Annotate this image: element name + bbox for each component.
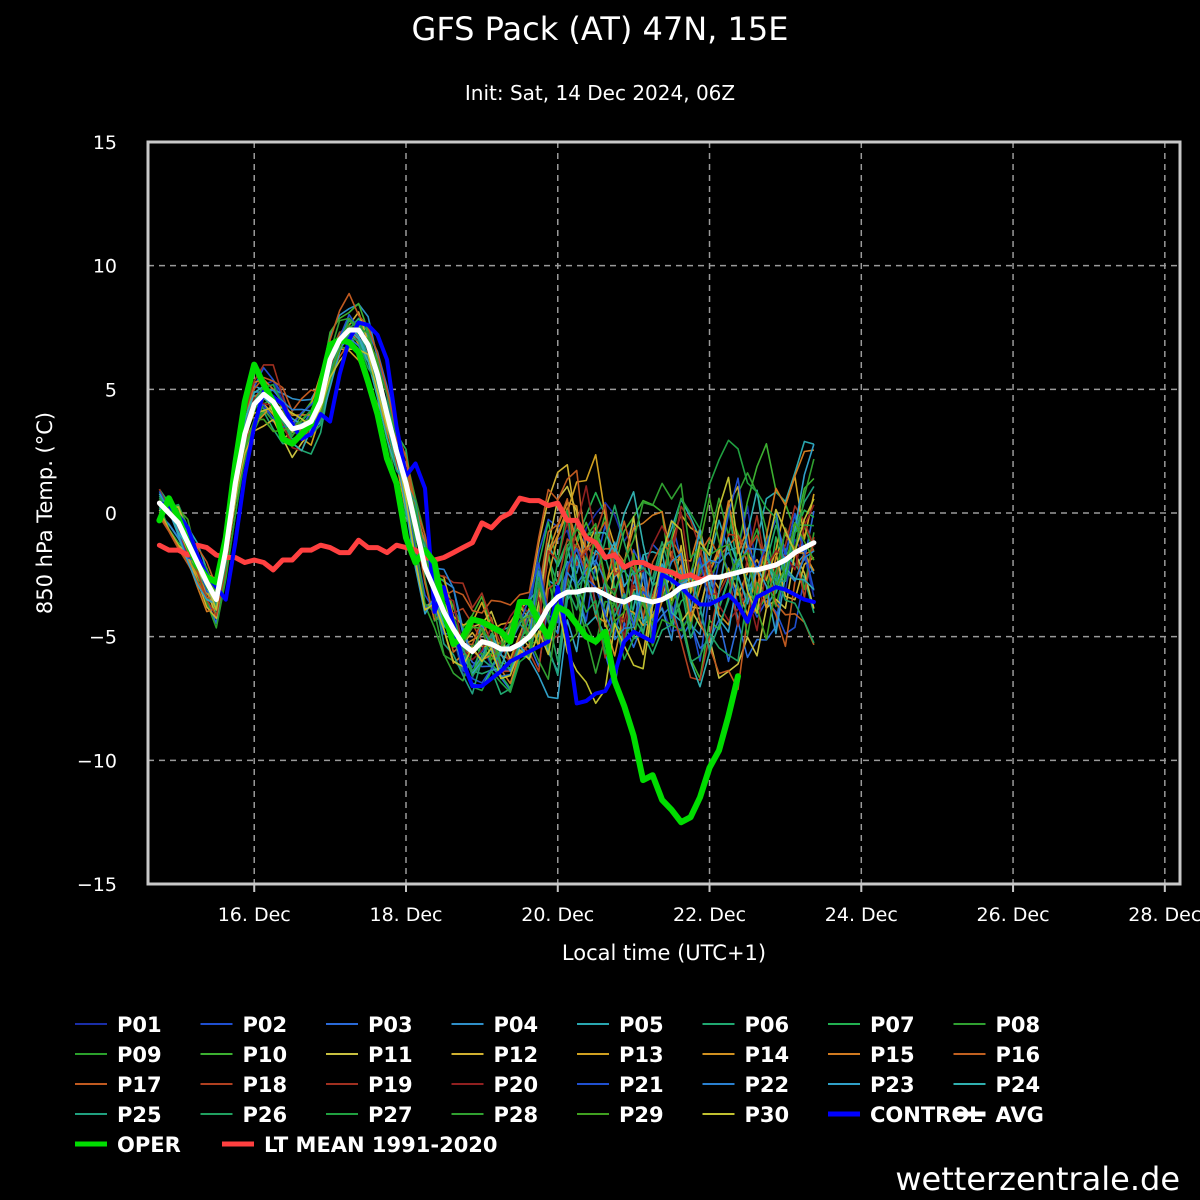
- legend-label: P17: [117, 1073, 162, 1097]
- legend-label: P07: [870, 1013, 915, 1037]
- legend-item: P20: [451, 1073, 539, 1097]
- x-tick-label: 20. Dec: [521, 904, 594, 926]
- y-tick-label: 0: [105, 503, 117, 525]
- legend-item: P30: [702, 1103, 790, 1127]
- legend-item: P13: [577, 1043, 664, 1067]
- legend-label: P26: [243, 1103, 288, 1127]
- y-tick-label: −5: [89, 627, 117, 649]
- legend-item: P09: [75, 1043, 162, 1067]
- legend-item: LT MEAN 1991-2020: [222, 1133, 498, 1157]
- legend: P01 P02 P03 P04 P05 P06 P07 P08 P09 P10 P11 P12 P13 P…: [75, 1013, 1044, 1157]
- legend-label: P08: [996, 1013, 1041, 1037]
- legend-label: OPER: [117, 1133, 181, 1157]
- plot-frame: [146, 140, 1182, 886]
- y-tick-label: 10: [93, 256, 117, 278]
- legend-label: P06: [745, 1013, 790, 1037]
- legend-label: P22: [745, 1073, 790, 1097]
- legend-label: P18: [243, 1073, 288, 1097]
- legend-label: P01: [117, 1013, 162, 1037]
- legend-item: OPER: [75, 1133, 181, 1157]
- legend-item: P29: [577, 1103, 664, 1127]
- legend-item: P07: [828, 1013, 915, 1037]
- legend-label: P13: [619, 1043, 664, 1067]
- legend-item: P22: [702, 1073, 790, 1097]
- x-tick-label: 26. Dec: [977, 904, 1050, 926]
- legend-label: P04: [494, 1013, 539, 1037]
- legend-item: P02: [200, 1013, 288, 1037]
- legend-label: P20: [494, 1073, 539, 1097]
- x-axis-label: Local time (UTC+1): [562, 941, 766, 965]
- legend-item: AVG: [953, 1103, 1044, 1127]
- ensemble-line-p30: [158, 348, 815, 705]
- legend-label: P10: [243, 1043, 288, 1067]
- legend-item: P14: [702, 1043, 790, 1067]
- legend-label: P30: [745, 1103, 790, 1127]
- legend-label: P14: [745, 1043, 790, 1067]
- legend-item: P10: [200, 1043, 288, 1067]
- legend-label: P19: [368, 1073, 413, 1097]
- y-tick-label: 5: [105, 379, 117, 401]
- legend-label: LT MEAN 1991-2020: [264, 1133, 498, 1157]
- legend-item: P12: [451, 1043, 539, 1067]
- legend-item: P21: [577, 1073, 664, 1097]
- legend-item: P15: [828, 1043, 915, 1067]
- x-tick-label: 22. Dec: [673, 904, 746, 926]
- x-tick-label: 16. Dec: [218, 904, 291, 926]
- legend-label: P05: [619, 1013, 664, 1037]
- grid: [148, 142, 1180, 884]
- x-tick-label: 24. Dec: [825, 904, 898, 926]
- legend-item: P25: [75, 1103, 162, 1127]
- legend-label: P23: [870, 1073, 915, 1097]
- legend-item: P01: [75, 1013, 162, 1037]
- legend-label: P27: [368, 1103, 413, 1127]
- legend-label: P28: [494, 1103, 539, 1127]
- legend-item: P24: [953, 1073, 1041, 1097]
- legend-label: P21: [619, 1073, 664, 1097]
- y-axis-label: 850 hPa Temp. (°C): [33, 412, 57, 614]
- legend-item: P28: [451, 1103, 539, 1127]
- legend-item: P19: [326, 1073, 413, 1097]
- legend-label: P09: [117, 1043, 162, 1067]
- legend-item: P05: [577, 1013, 664, 1037]
- chart-title: GFS Pack (AT) 47N, 15E: [412, 10, 789, 48]
- y-tick-label: −10: [77, 750, 117, 772]
- legend-item: P08: [953, 1013, 1041, 1037]
- legend-label: P02: [243, 1013, 288, 1037]
- legend-item: P18: [200, 1073, 288, 1097]
- legend-label: P16: [996, 1043, 1041, 1067]
- legend-label: AVG: [996, 1103, 1044, 1127]
- legend-label: P29: [619, 1103, 664, 1127]
- legend-item: P16: [953, 1043, 1041, 1067]
- y-tick-label: 15: [93, 132, 117, 154]
- legend-item: P27: [326, 1103, 413, 1127]
- x-tick-label: 28. Dec: [1128, 904, 1200, 926]
- chart-subtitle: Init: Sat, 14 Dec 2024, 06Z: [465, 81, 735, 105]
- series-line-avg: [156, 327, 817, 654]
- legend-item: P06: [702, 1013, 790, 1037]
- legend-item: P04: [451, 1013, 539, 1037]
- legend-label: P15: [870, 1043, 915, 1067]
- brand-watermark: wetterzentrale.de: [895, 1160, 1180, 1198]
- x-tick-label: 18. Dec: [369, 904, 442, 926]
- legend-label: P25: [117, 1103, 162, 1127]
- legend-label: P24: [996, 1073, 1041, 1097]
- legend-label: P12: [494, 1043, 539, 1067]
- legend-item: P03: [326, 1013, 413, 1037]
- ticks: 15 10 5 0 −5 −10 −15 16. Dec 18. Dec 20. Dec 22. D…: [77, 132, 1200, 926]
- legend-item: P17: [75, 1073, 162, 1097]
- series-line-oper: [156, 336, 741, 826]
- y-tick-label: −15: [77, 874, 117, 896]
- legend-label: P03: [368, 1013, 413, 1037]
- main-series: [156, 320, 817, 826]
- legend-label: P11: [368, 1043, 413, 1067]
- legend-item: P11: [326, 1043, 413, 1067]
- legend-item: P23: [828, 1073, 915, 1097]
- legend-item: P26: [200, 1103, 288, 1127]
